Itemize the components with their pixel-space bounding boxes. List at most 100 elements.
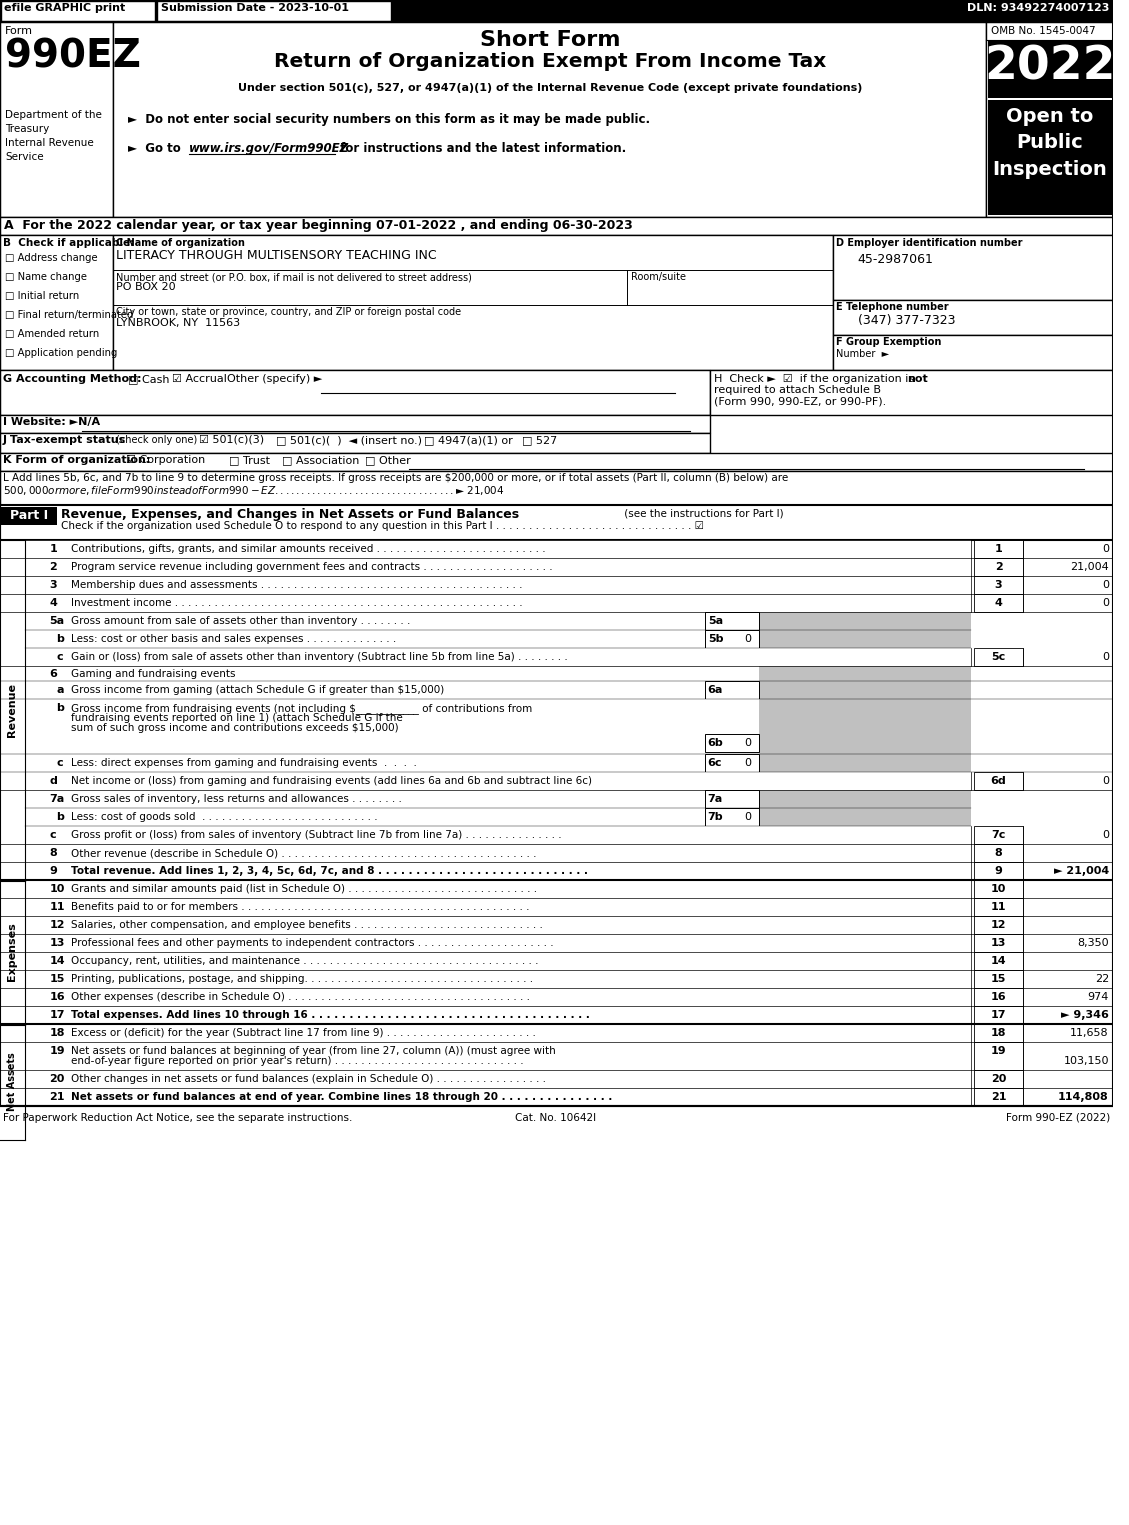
Text: For Paperwork Reduction Act Notice, see the separate instructions.: For Paperwork Reduction Act Notice, see …	[3, 1113, 352, 1122]
Text: 17: 17	[50, 1010, 64, 1020]
Bar	[974, 917, 1023, 933]
Text: 0: 0	[1102, 830, 1109, 840]
Bar	[988, 101, 1112, 215]
Text: Department of the
Treasury
Internal Revenue
Service: Department of the Treasury Internal Reve…	[5, 110, 102, 162]
Text: Excess or (deficit) for the year (Subtract line 17 from line 9) . . . . . . . . : Excess or (deficit) for the year (Subtra…	[71, 1028, 536, 1039]
Bar	[25, 682, 971, 698]
Text: 20: 20	[50, 1074, 64, 1084]
Text: Room/suite: Room/suite	[631, 271, 685, 282]
Bar	[25, 1071, 971, 1087]
Bar	[25, 612, 971, 648]
Bar	[25, 898, 971, 917]
Text: Number and street (or P.O. box, if mail is not delivered to street address): Number and street (or P.O. box, if mail …	[116, 271, 472, 282]
Bar	[974, 772, 1023, 790]
Text: 8,350: 8,350	[1077, 938, 1109, 949]
Text: 9: 9	[50, 866, 58, 875]
Bar	[25, 880, 971, 898]
Text: 22: 22	[1095, 974, 1109, 984]
Text: 10: 10	[50, 884, 64, 894]
Text: Net Assets: Net Assets	[7, 1052, 17, 1112]
Text: Program service revenue including government fees and contracts . . . . . . . . : Program service revenue including govern…	[71, 563, 552, 572]
Text: 1: 1	[995, 544, 1003, 554]
Bar	[25, 933, 971, 952]
Bar	[833, 336, 1113, 371]
Bar	[157, 2, 392, 21]
Text: 13: 13	[991, 938, 1006, 949]
Bar	[974, 843, 1023, 862]
Text: 14: 14	[50, 956, 64, 965]
Text: ☑ Accrual: ☑ Accrual	[173, 374, 227, 384]
Text: 7c: 7c	[991, 830, 1006, 840]
Bar	[974, 1006, 1023, 1023]
Bar	[0, 540, 25, 881]
Text: Gross income from fundraising events (not including $____________ of contributio: Gross income from fundraising events (no…	[71, 703, 532, 714]
Text: not: not	[907, 374, 928, 384]
Text: ☑ 501(c)(3): ☑ 501(c)(3)	[199, 435, 264, 445]
Bar	[25, 540, 971, 558]
Text: □ Name change: □ Name change	[5, 271, 87, 282]
Text: 1: 1	[50, 544, 58, 554]
Bar	[833, 300, 1113, 336]
Text: 17: 17	[991, 1010, 1006, 1020]
Text: Contributions, gifts, grants, and similar amounts received . . . . . . . . . . .: Contributions, gifts, grants, and simila…	[71, 544, 545, 554]
Bar	[0, 505, 1113, 540]
Text: www.irs.gov/Form990EZ: www.irs.gov/Form990EZ	[190, 142, 349, 156]
Text: Less: direct expenses from gaming and fundraising events  .  .  .  .: Less: direct expenses from gaming and fu…	[71, 758, 417, 769]
Text: Gaming and fundraising events: Gaming and fundraising events	[71, 669, 236, 679]
Text: 21: 21	[50, 1092, 64, 1103]
Bar	[974, 1087, 1023, 1106]
Text: 15: 15	[991, 974, 1006, 984]
Bar	[974, 540, 1023, 558]
Bar	[704, 753, 759, 772]
Bar	[0, 21, 1113, 1106]
Bar	[1, 506, 58, 525]
Text: 6d: 6d	[990, 776, 1006, 785]
Text: 2: 2	[995, 563, 1003, 572]
Bar	[974, 970, 1023, 988]
Text: 19: 19	[990, 1046, 1006, 1055]
Text: 0: 0	[1102, 544, 1109, 554]
Text: 11: 11	[991, 901, 1006, 912]
Bar	[0, 21, 113, 217]
Text: (see the instructions for Part I): (see the instructions for Part I)	[621, 508, 784, 518]
Text: Submission Date - 2023-10-01: Submission Date - 2023-10-01	[160, 3, 349, 14]
Text: efile GRAPHIC print: efile GRAPHIC print	[3, 3, 125, 14]
Text: 20: 20	[991, 1074, 1006, 1084]
Text: 0: 0	[744, 634, 751, 644]
Text: H  Check ►  ☑  if the organization is: H Check ► ☑ if the organization is	[714, 374, 917, 384]
Text: 12: 12	[991, 920, 1006, 930]
Text: □ Amended return: □ Amended return	[5, 329, 99, 339]
Text: 10: 10	[991, 884, 1006, 894]
Text: 7a: 7a	[50, 795, 64, 804]
Text: J Tax-exempt status: J Tax-exempt status	[3, 435, 126, 445]
Text: Part I: Part I	[9, 509, 47, 522]
Text: 6: 6	[50, 669, 58, 679]
Text: ► 21,004: ► 21,004	[1053, 866, 1109, 875]
Bar	[974, 952, 1023, 970]
Text: OMB No. 1545-0047: OMB No. 1545-0047	[990, 26, 1095, 37]
Bar	[25, 753, 971, 772]
Text: 2022: 2022	[984, 44, 1115, 88]
Text: □ Other: □ Other	[365, 454, 411, 465]
Bar	[704, 790, 759, 808]
Text: C Name of organization: C Name of organization	[116, 238, 245, 249]
Text: 7b: 7b	[708, 811, 724, 822]
Bar	[759, 753, 971, 772]
Text: D Employer identification number: D Employer identification number	[835, 238, 1023, 249]
Text: Return of Organization Exempt From Income Tax: Return of Organization Exempt From Incom…	[274, 52, 826, 72]
Bar	[974, 988, 1023, 1007]
Text: 21,004: 21,004	[1070, 563, 1109, 572]
Bar	[25, 1087, 971, 1106]
Text: □ Final return/terminated: □ Final return/terminated	[5, 310, 133, 320]
Text: □ 527: □ 527	[523, 435, 558, 445]
Text: b: b	[56, 811, 64, 822]
Bar	[974, 648, 1023, 666]
Bar	[0, 471, 1113, 505]
Bar	[25, 648, 971, 666]
Text: 5a: 5a	[50, 616, 64, 625]
Text: □ Address change: □ Address change	[5, 253, 97, 262]
Text: c: c	[50, 830, 56, 840]
Text: Gross profit or (loss) from sales of inventory (Subtract line 7b from line 7a) .: Gross profit or (loss) from sales of inv…	[71, 830, 561, 840]
Bar	[974, 558, 1023, 576]
Text: Short Form: Short Form	[480, 30, 620, 50]
